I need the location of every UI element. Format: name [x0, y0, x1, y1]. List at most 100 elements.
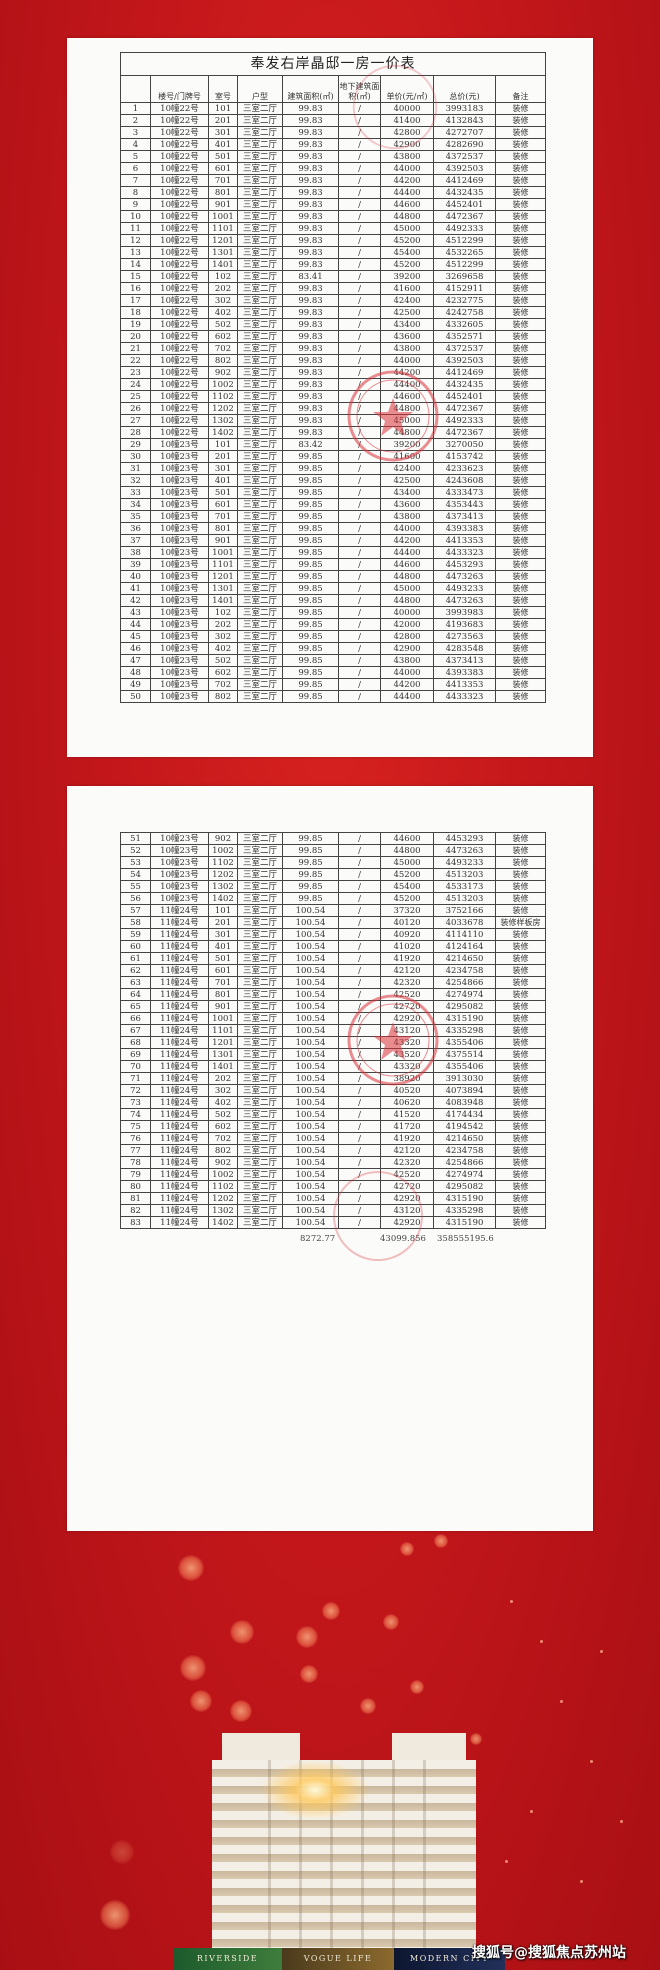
cell-remark: 装修 [495, 928, 546, 941]
cell-room-number: 701 [208, 510, 238, 523]
cell-row-number: 64 [120, 988, 151, 1001]
cell-floor-area: 100.54 [282, 904, 339, 917]
cell-underground-area: / [338, 486, 381, 499]
table-row: 77 11幢24号 802 三室二厅 100.54/42120 4234758 装修 [120, 1144, 546, 1157]
cell-layout: 三室二厅 [237, 654, 283, 667]
cell-room-number: 1102 [208, 856, 238, 869]
cell-floor-area: 99.85 [282, 486, 339, 499]
table-row: 20 10幢22号 602 三室二厅 99.83/43600 4352571 装修 [120, 330, 547, 343]
cell-remark: 装修 [494, 282, 547, 295]
cell-underground-area: / [338, 414, 381, 427]
cell-unit-price: 44000 [380, 522, 434, 535]
cell-total-price: 4214650 [433, 952, 496, 965]
cell-total-price: 3269658 [433, 270, 496, 283]
table-row: 49 10幢23号 702 三室二厅 99.85/44200 4413353 装修 [120, 678, 547, 691]
cell-remark: 装修 [495, 1048, 546, 1061]
cell-row-number: 34 [120, 498, 151, 511]
cell-layout: 三室二厅 [237, 486, 283, 499]
table-row: 45 10幢23号 302 三室二厅 99.85/42800 4273563 装修 [120, 630, 547, 643]
cell-floor-area: 99.85 [282, 618, 339, 631]
cell-room-number: 1101 [208, 1024, 238, 1037]
table-row: 55 10幢23号 1302 三室二厅 99.85/45400 4533173 装修 [120, 880, 546, 893]
cell-remark: 装修 [494, 618, 547, 631]
cell-floor-area: 100.54 [282, 1036, 339, 1049]
table-row: 54 10幢23号 1202 三室二厅 99.85/45200 4513203 装修 [120, 868, 546, 881]
cell-total-price: 4234758 [433, 1144, 496, 1157]
cell-building-number: 10幢22号 [150, 318, 209, 331]
cell-building-number: 10幢22号 [150, 162, 209, 175]
cell-remark: 装修 [494, 318, 547, 331]
cell-total-price: 4254866 [433, 976, 496, 989]
cell-unit-price: 45400 [380, 880, 434, 893]
cell-row-number: 83 [120, 1216, 151, 1229]
cell-building-number: 11幢24号 [150, 1048, 209, 1061]
cell-building-number: 11幢24号 [150, 916, 209, 929]
cell-room-number: 901 [208, 1000, 238, 1013]
table-row: 25 10幢22号 1102 三室二厅 99.83/44600 4452401 装修 [120, 390, 547, 403]
cell-unit-price: 44000 [380, 666, 434, 679]
cell-row-number: 4 [120, 138, 151, 151]
cell-floor-area: 100.54 [282, 1024, 339, 1037]
cell-building-number: 10幢23号 [150, 844, 209, 857]
cell-total-price: 4412469 [433, 366, 496, 379]
cell-floor-area: 99.83 [282, 114, 339, 127]
cell-row-number: 33 [120, 486, 151, 499]
cell-row-number: 48 [120, 666, 151, 679]
cell-total-price: 4295082 [433, 1000, 496, 1013]
cell-building-number: 10幢22号 [150, 390, 209, 403]
cell-remark: 装修 [495, 976, 546, 989]
cell-row-number: 13 [120, 246, 151, 259]
cell-building-number: 11幢24号 [150, 988, 209, 1001]
building-roof-left [222, 1733, 300, 1763]
cell-total-price: 4254866 [433, 1156, 496, 1169]
table-row: 56 10幢23号 1402 三室二厅 99.85/45200 4513203 装修 [120, 892, 546, 905]
cell-building-number: 11幢24号 [150, 1084, 209, 1097]
cell-row-number: 17 [120, 294, 151, 307]
cell-room-number: 102 [208, 606, 238, 619]
cell-unit-price: 44400 [380, 690, 434, 703]
cell-total-price: 3993183 [433, 102, 496, 115]
cell-underground-area: / [338, 1036, 381, 1049]
table-row: 19 10幢22号 502 三室二厅 99.83/43400 4332605 装修 [120, 318, 547, 331]
cell-room-number: 702 [208, 342, 238, 355]
cell-row-number: 57 [120, 904, 151, 917]
cell-floor-area: 99.85 [282, 594, 339, 607]
cell-unit-price: 44600 [380, 390, 434, 403]
cell-room-number: 502 [208, 318, 238, 331]
cell-unit-price: 43400 [380, 486, 434, 499]
cell-building-number: 10幢23号 [150, 498, 209, 511]
table-row: 71 11幢24号 202 三室二厅 100.54/38920 3913030 装修 [120, 1072, 546, 1085]
table-row: 3 10幢22号 301 三室二厅 99.83/42800 4272707 装修 [120, 126, 547, 139]
cell-row-number: 61 [120, 952, 151, 965]
cell-total-price: 4372537 [433, 342, 496, 355]
cell-room-number: 1002 [208, 844, 238, 857]
cell-total-price: 4392503 [433, 354, 496, 367]
cell-underground-area: / [338, 940, 381, 953]
cell-building-number: 10幢23号 [150, 654, 209, 667]
cell-building-number: 10幢22号 [150, 426, 209, 439]
cell-underground-area: / [338, 1144, 381, 1157]
cell-layout: 三室二厅 [237, 150, 283, 163]
cell-building-number: 10幢23号 [150, 678, 209, 691]
cell-row-number: 2 [120, 114, 151, 127]
cell-floor-area: 99.85 [282, 546, 339, 559]
cell-room-number: 401 [208, 940, 238, 953]
cell-building-number: 10幢22号 [150, 222, 209, 235]
cell-row-number: 12 [120, 234, 151, 247]
cell-row-number: 40 [120, 570, 151, 583]
cell-room-number: 1102 [208, 1180, 238, 1193]
cell-remark: 装修 [494, 582, 547, 595]
cell-layout: 三室二厅 [237, 414, 283, 427]
cell-remark: 装修 [494, 606, 547, 619]
cell-unit-price: 42120 [380, 964, 434, 977]
cell-row-number: 58 [120, 916, 151, 929]
cell-unit-price: 44600 [380, 198, 434, 211]
cell-layout: 三室二厅 [237, 114, 283, 127]
cell-floor-area: 100.54 [282, 928, 339, 941]
cell-building-number: 10幢22号 [150, 342, 209, 355]
cell-remark: 装修 [495, 844, 546, 857]
cell-room-number: 202 [208, 282, 238, 295]
cell-underground-area: / [338, 1084, 381, 1097]
cell-building-number: 10幢22号 [150, 330, 209, 343]
table-row: 74 11幢24号 502 三室二厅 100.54/41520 4174434 装修 [120, 1108, 546, 1121]
